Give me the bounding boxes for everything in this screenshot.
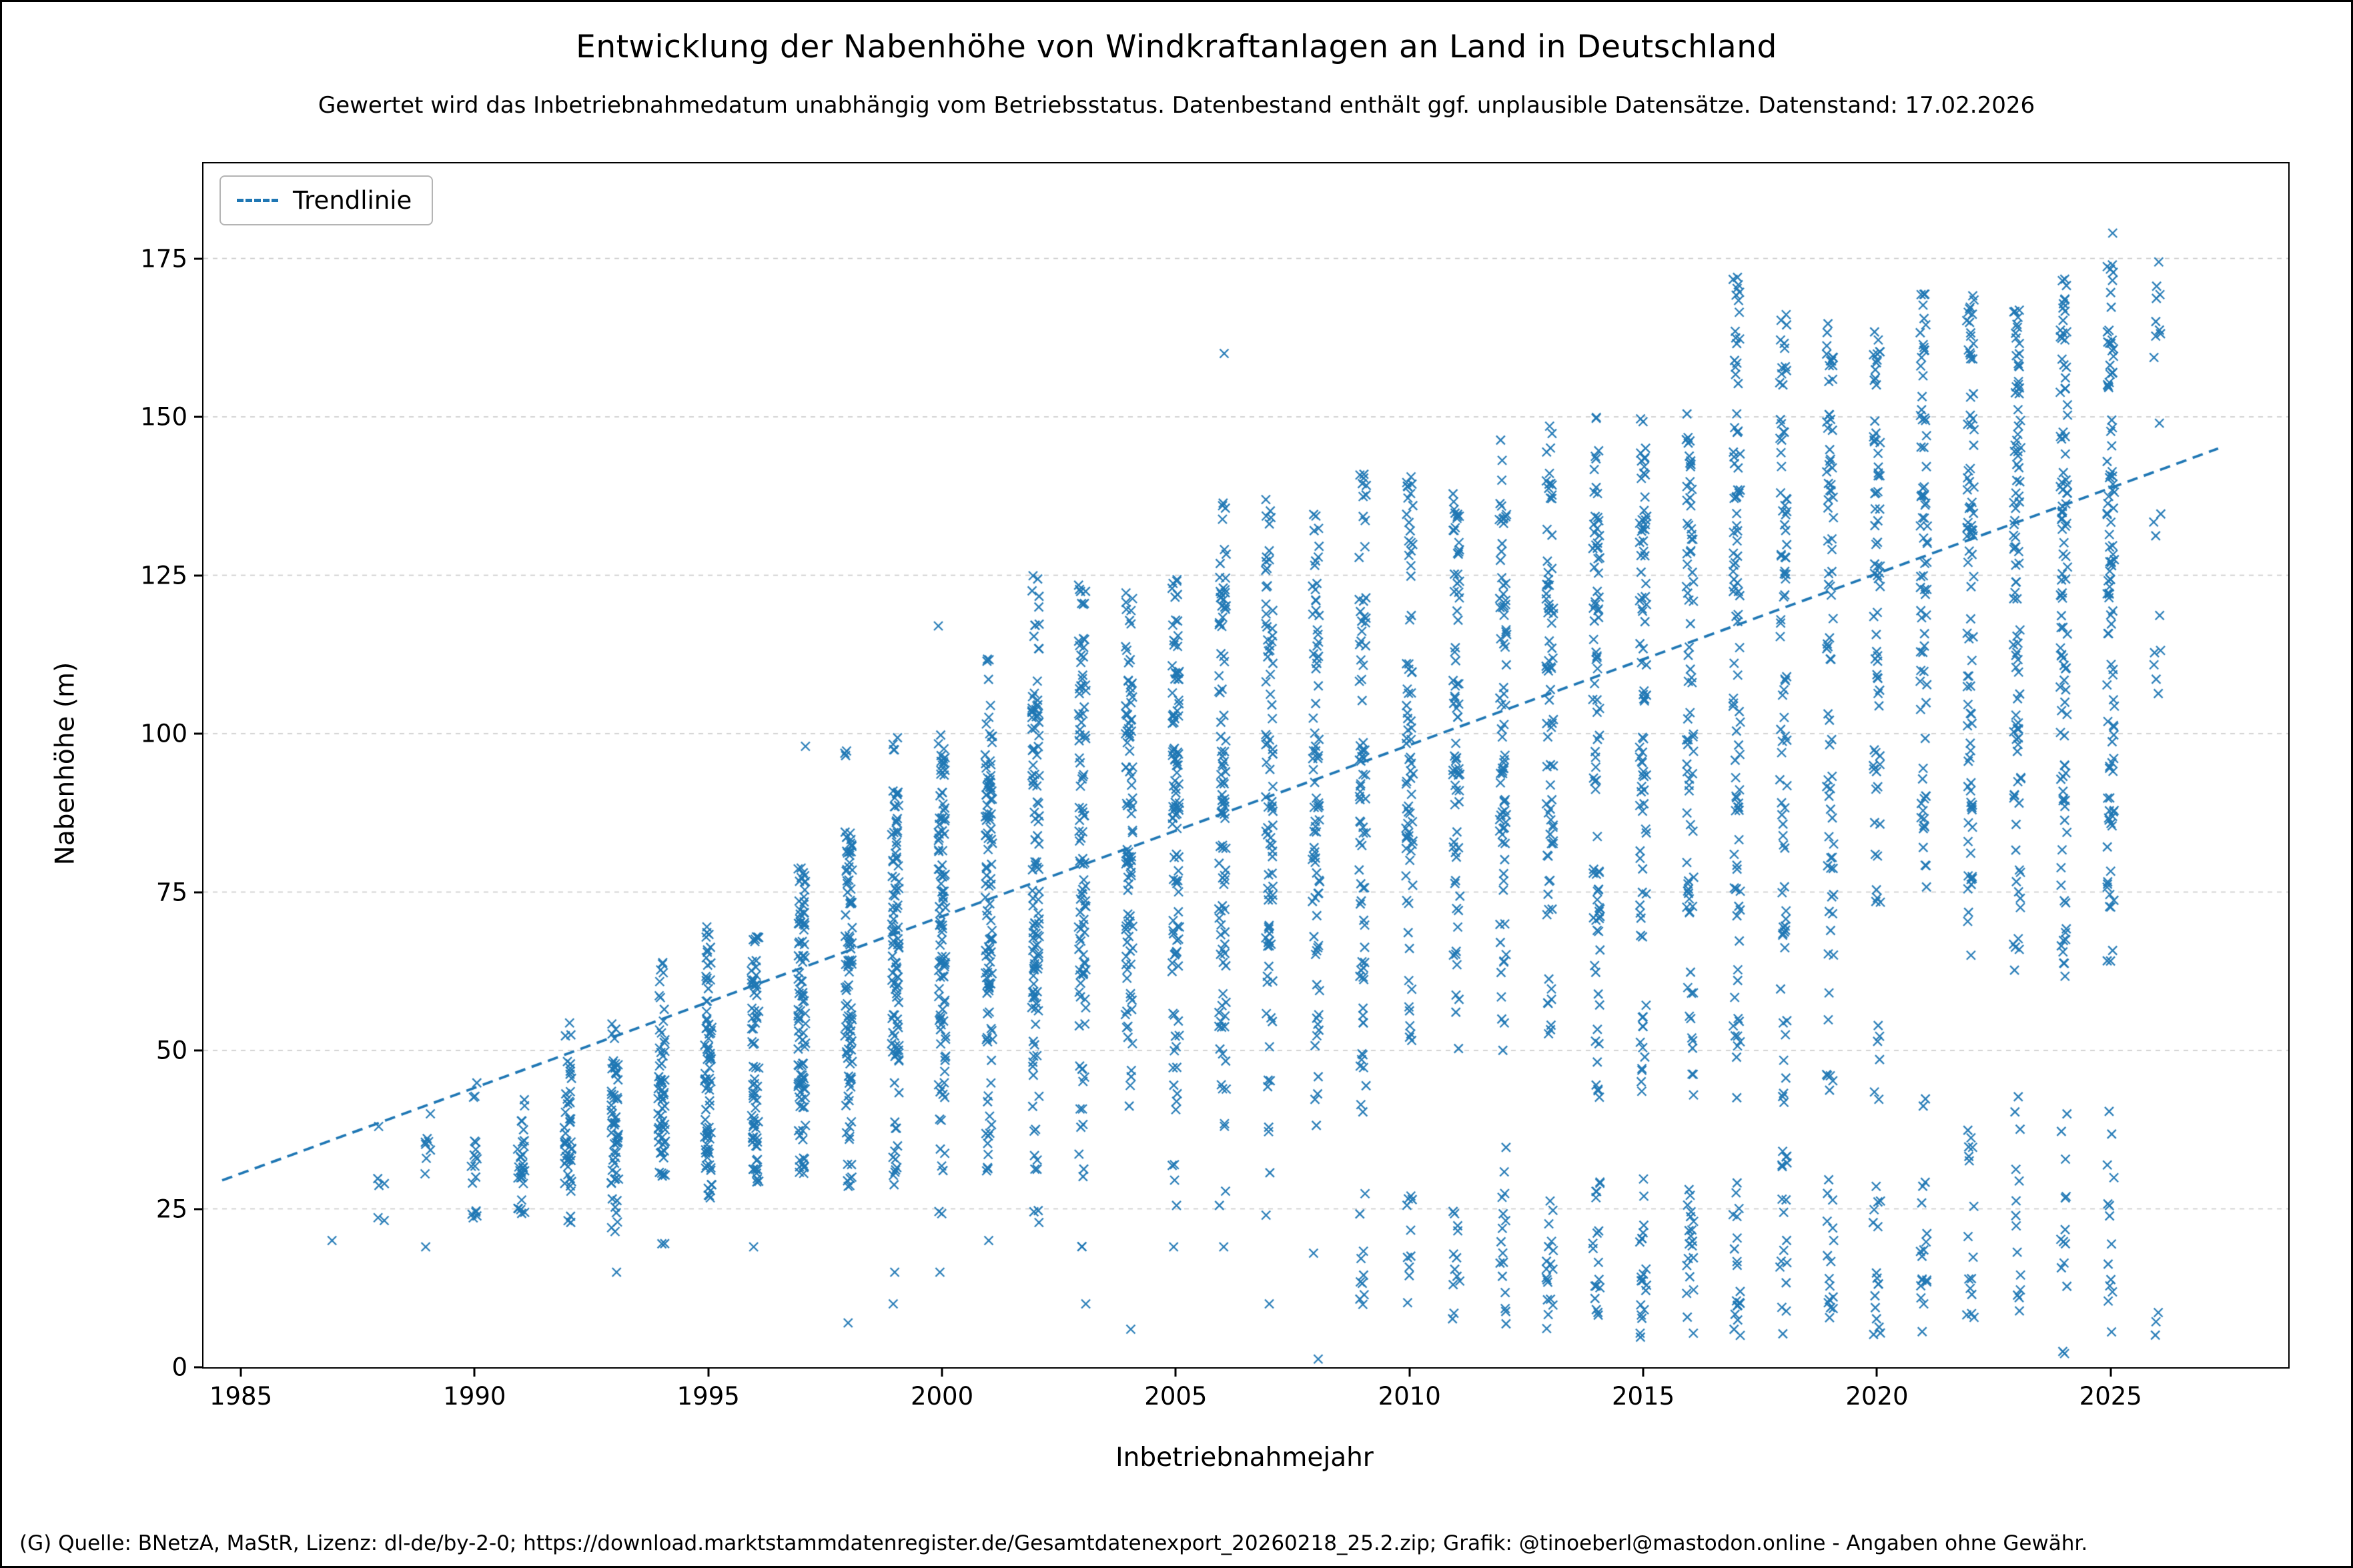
x-tick-label: 2025 (2079, 1382, 2142, 1411)
x-axis-label: Inbetriebnahmejahr (1115, 1443, 1374, 1473)
x-tickmark (240, 1367, 242, 1377)
x-tick-label: 2015 (1611, 1382, 1675, 1411)
y-tick-label: 25 (155, 1195, 187, 1223)
scatter-canvas (203, 163, 2288, 1367)
y-tick-label: 50 (155, 1036, 187, 1065)
x-tick-label: 1995 (676, 1382, 740, 1411)
y-tickmark (194, 416, 203, 418)
y-tick-label: 125 (140, 561, 187, 590)
legend-label: Trendlinie (293, 186, 412, 215)
x-tick-label: 1985 (209, 1382, 273, 1411)
y-tick-label: 175 (140, 244, 187, 273)
plot-area: Trendlinie 1985 1990 1995 2000 2005 2010 2015 2… (140, 162, 2290, 1411)
x-tick-label: 1990 (443, 1382, 506, 1411)
y-tickmark (194, 257, 203, 259)
y-tick-label: 150 (140, 402, 187, 432)
x-tickmark (2109, 1367, 2112, 1377)
y-tick-label: 100 (140, 719, 187, 748)
x-tick-label: 2020 (1845, 1382, 1909, 1411)
x-tickmark (1174, 1367, 1177, 1377)
x-tick-label: 2005 (1144, 1382, 1208, 1411)
y-tickmark (194, 1049, 203, 1052)
x-tickmark (707, 1367, 710, 1377)
x-tick-label: 2000 (910, 1382, 974, 1411)
x-tickmark (1408, 1367, 1411, 1377)
x-tickmark (473, 1367, 476, 1377)
x-tickmark (1875, 1367, 1878, 1377)
footer-credit: (G) Quelle: BNetzA, MaStR, Lizenz: dl-de… (19, 1531, 2088, 1555)
y-tickmark (194, 732, 203, 735)
y-tick-label: 0 (171, 1353, 187, 1382)
x-tickmark (1642, 1367, 1644, 1377)
x-tickmark (941, 1367, 943, 1377)
chart-subtitle: Gewertet wird das Inbetriebnahmedatum un… (318, 92, 2035, 119)
y-tickmark (194, 891, 203, 893)
chart-title: Entwicklung der Nabenhöhe von Windkrafta… (576, 29, 1777, 65)
y-tickmark (194, 574, 203, 576)
y-tickmark (194, 1366, 203, 1369)
trendline-dash-sample-icon (237, 199, 278, 202)
legend: Trendlinie (219, 175, 434, 225)
y-axis-label: Nabenhöhe (m) (50, 662, 81, 866)
x-tick-label: 2010 (1378, 1382, 1441, 1411)
y-tick-label: 75 (155, 878, 187, 906)
y-tickmark (194, 1208, 203, 1210)
